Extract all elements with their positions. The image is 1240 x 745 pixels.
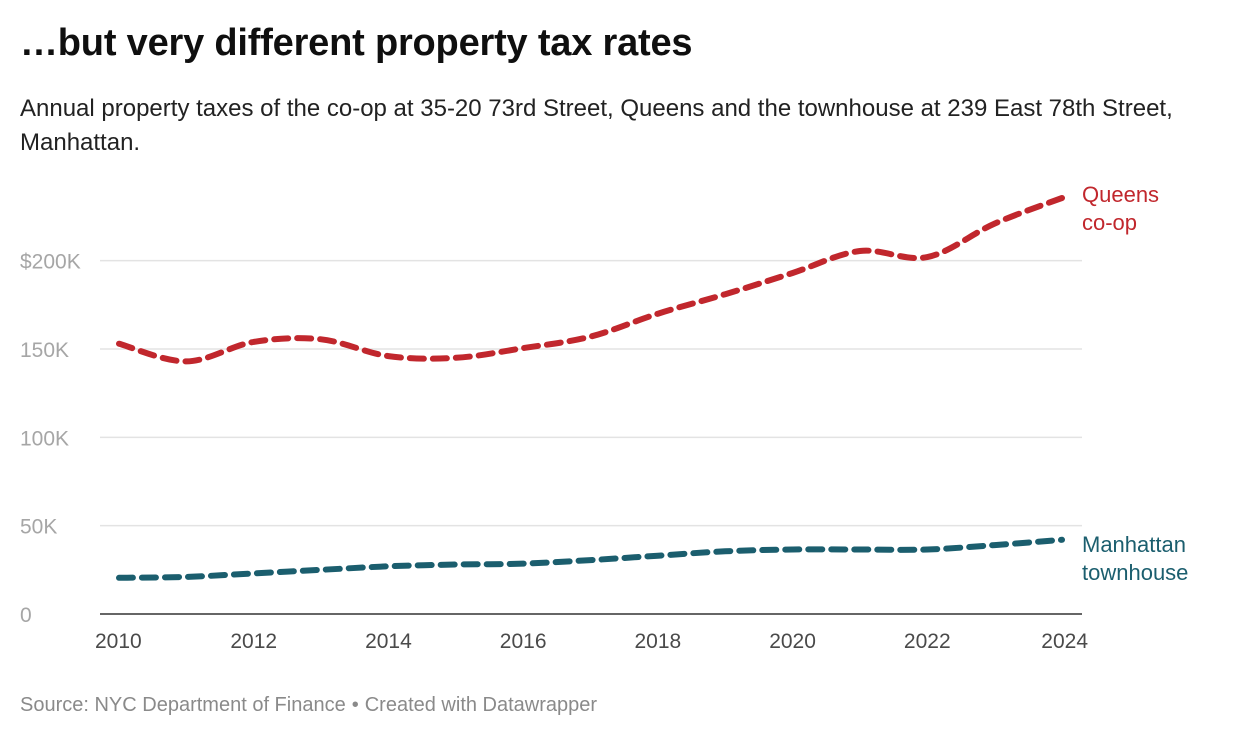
x-tick-label: 2022 [904,630,951,653]
source-note: Source: NYC Department of Finance [20,694,346,716]
x-tick-label: 2024 [1041,630,1088,653]
series-label-manhattan-townhouse: townhouse [1082,560,1188,585]
y-tick-label: 50K [20,516,57,539]
x-tick-label: 2012 [230,630,277,653]
x-tick-label: 2010 [95,630,142,653]
credit-note: Created with Datawrapper [364,694,598,716]
footer-separator: • [351,694,359,716]
chart-title: …but very different property tax rates [20,22,693,64]
x-tick-label: 2016 [500,630,547,653]
y-tick-label: $200K [20,251,81,274]
y-tick-label: 150K [20,339,69,362]
series-label-queens-co-op: co-op [1082,210,1137,235]
series-line-queens-co-op [116,195,1065,365]
series-line-manhattan-townhouse [116,536,1065,581]
series-label-queens-co-op: Queens [1082,182,1159,207]
series-label-manhattan-townhouse: Manhattan [1082,532,1186,557]
x-tick-label: 2018 [634,630,681,653]
x-tick-label: 2020 [769,630,816,653]
y-tick-label: 100K [20,427,69,450]
chart-subtitle: Annual property taxes of the co-op at 35… [20,95,1173,156]
x-tick-label: 2014 [365,630,412,653]
y-tick-label: 0 [20,604,32,627]
footer: Source: NYC Department of Finance • Create… [20,694,597,717]
